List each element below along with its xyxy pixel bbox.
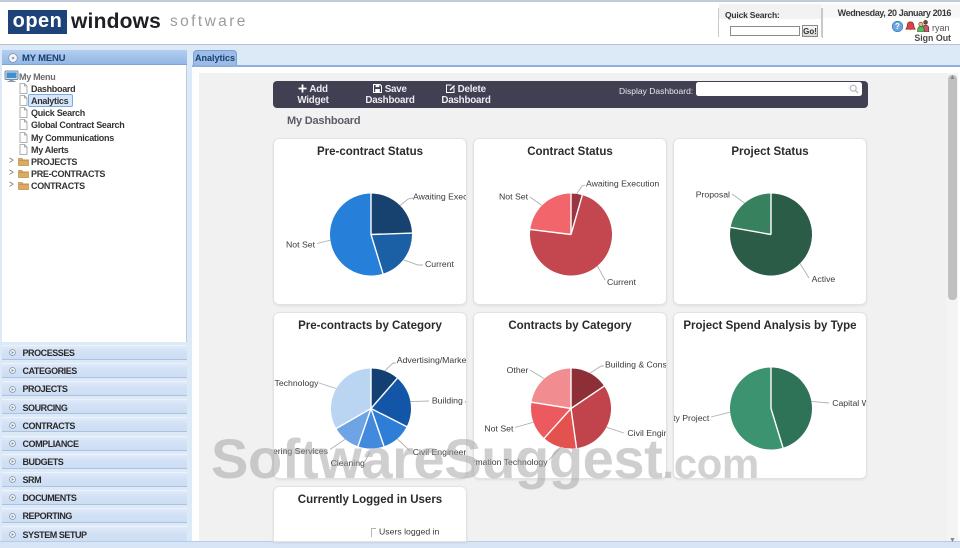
- svg-text:Advertising/Marketing: Advertising/Marketing: [397, 355, 467, 365]
- svg-text:Community Project: Community Project: [674, 413, 710, 423]
- svg-text:Technology: Technology: [275, 378, 320, 388]
- svg-text:Engineering Services: Engineering Services: [274, 446, 329, 456]
- svg-text:?: ?: [895, 22, 900, 31]
- svg-text:Active: Active: [812, 274, 836, 284]
- svg-text:Users logged in: Users logged in: [379, 526, 440, 536]
- svg-text:Civil Engineering: Civil Engineering: [413, 447, 467, 457]
- svg-text:Civil Engineering: Civil Engineering: [627, 428, 667, 438]
- svg-text:Information Technology: Information Technology: [474, 457, 548, 467]
- svg-text:Not Set: Not Set: [484, 423, 514, 433]
- svg-text:Building & Construction: Building & Construction: [605, 360, 667, 370]
- svg-text:Other: Other: [507, 365, 529, 375]
- svg-text:Cleaning: Cleaning: [331, 458, 365, 468]
- svg-text:Awaiting Execution: Awaiting Execution: [586, 178, 659, 188]
- svg-text:Not Set: Not Set: [499, 192, 529, 202]
- svg-text:Not Set: Not Set: [286, 239, 316, 249]
- svg-text:Proposal: Proposal: [696, 189, 730, 199]
- svg-text:Awaiting Execution: Awaiting Execution: [413, 191, 467, 201]
- svg-text:Capital Works: Capital Works: [832, 398, 867, 408]
- svg-text:Building & Construction: Building & Construction: [432, 395, 467, 405]
- svg-text:Current: Current: [425, 259, 455, 269]
- svg-text:Current: Current: [607, 277, 637, 287]
